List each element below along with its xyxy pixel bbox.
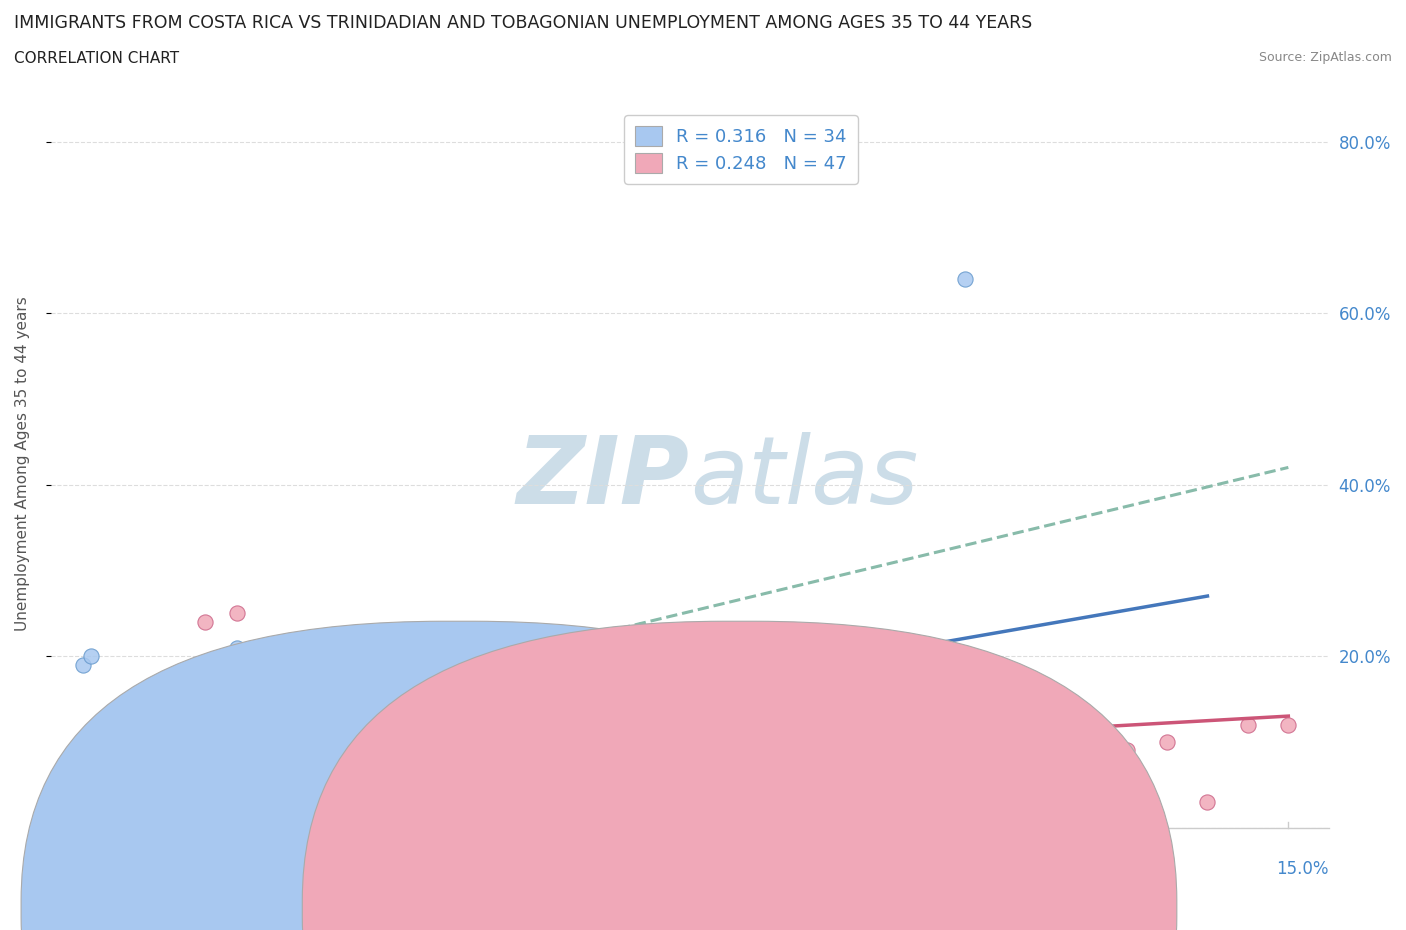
Point bbox=[121, 786, 143, 801]
Point bbox=[121, 777, 143, 792]
Point bbox=[225, 640, 247, 655]
Point bbox=[128, 751, 150, 766]
Point bbox=[307, 735, 329, 750]
Point bbox=[792, 735, 814, 750]
Text: CORRELATION CHART: CORRELATION CHART bbox=[14, 51, 179, 66]
Point bbox=[89, 786, 111, 801]
Point bbox=[80, 648, 103, 663]
Point bbox=[1197, 794, 1219, 809]
Point bbox=[104, 751, 127, 766]
Point bbox=[388, 794, 411, 809]
Point bbox=[1115, 743, 1137, 758]
Text: Source: ZipAtlas.com: Source: ZipAtlas.com bbox=[1258, 51, 1392, 64]
Point bbox=[509, 743, 531, 758]
Point bbox=[225, 605, 247, 620]
Point bbox=[347, 751, 370, 766]
Point bbox=[209, 751, 232, 766]
Point bbox=[1035, 735, 1057, 750]
Point bbox=[169, 751, 191, 766]
Point bbox=[153, 769, 176, 784]
Point bbox=[89, 803, 111, 817]
Point bbox=[751, 751, 773, 766]
Point bbox=[589, 631, 612, 646]
Point bbox=[186, 658, 208, 672]
Point bbox=[953, 272, 976, 286]
Point bbox=[177, 666, 200, 681]
Point bbox=[72, 658, 94, 672]
Point bbox=[160, 760, 183, 775]
Point bbox=[589, 751, 612, 766]
Text: 15.0%: 15.0% bbox=[1277, 860, 1329, 878]
Point bbox=[177, 743, 200, 758]
Text: atlas: atlas bbox=[690, 432, 918, 524]
Point bbox=[1156, 735, 1178, 750]
Point bbox=[912, 751, 935, 766]
Point bbox=[72, 769, 94, 784]
Point bbox=[136, 769, 159, 784]
Point bbox=[186, 751, 208, 766]
Text: Trinidadians and Tobagonians: Trinidadians and Tobagonians bbox=[762, 900, 987, 915]
Point bbox=[96, 777, 118, 792]
Point bbox=[160, 760, 183, 775]
Point bbox=[953, 743, 976, 758]
Point bbox=[266, 735, 288, 750]
Point bbox=[468, 700, 491, 715]
Legend: R = 0.316   N = 34, R = 0.248   N = 47: R = 0.316 N = 34, R = 0.248 N = 47 bbox=[624, 115, 858, 184]
Text: Immigrants from Costa Rica: Immigrants from Costa Rica bbox=[481, 900, 695, 915]
Point bbox=[112, 769, 135, 784]
Point bbox=[201, 760, 224, 775]
Point bbox=[873, 735, 896, 750]
Point bbox=[63, 786, 86, 801]
Point bbox=[1277, 717, 1299, 732]
Text: 0.0%: 0.0% bbox=[51, 860, 93, 878]
Point bbox=[112, 769, 135, 784]
Point bbox=[266, 658, 288, 672]
Point bbox=[104, 760, 127, 775]
Point bbox=[193, 786, 215, 801]
Point bbox=[80, 786, 103, 801]
Point bbox=[1074, 725, 1097, 740]
Point bbox=[550, 777, 572, 792]
Point bbox=[128, 760, 150, 775]
Text: IMMIGRANTS FROM COSTA RICA VS TRINIDADIAN AND TOBAGONIAN UNEMPLOYMENT AMONG AGES: IMMIGRANTS FROM COSTA RICA VS TRINIDADIA… bbox=[14, 14, 1032, 32]
Point bbox=[153, 769, 176, 784]
Point bbox=[193, 615, 215, 630]
Point bbox=[89, 760, 111, 775]
Point bbox=[80, 769, 103, 784]
Point bbox=[96, 777, 118, 792]
Point bbox=[218, 648, 240, 663]
Point bbox=[832, 743, 855, 758]
Point bbox=[671, 743, 693, 758]
Point bbox=[630, 769, 652, 784]
Point bbox=[209, 777, 232, 792]
Point bbox=[307, 769, 329, 784]
Point bbox=[388, 751, 411, 766]
Point bbox=[136, 743, 159, 758]
Point bbox=[427, 735, 450, 750]
Point bbox=[994, 786, 1017, 801]
Point bbox=[509, 631, 531, 646]
Point bbox=[347, 786, 370, 801]
Text: ZIP: ZIP bbox=[517, 432, 690, 524]
Point bbox=[169, 751, 191, 766]
Point bbox=[1237, 717, 1260, 732]
Point bbox=[711, 760, 734, 775]
Point bbox=[145, 777, 167, 792]
Point bbox=[201, 760, 224, 775]
Point bbox=[630, 623, 652, 638]
Point bbox=[550, 735, 572, 750]
Point bbox=[63, 777, 86, 792]
Point bbox=[145, 760, 167, 775]
Point bbox=[468, 777, 491, 792]
Y-axis label: Unemployment Among Ages 35 to 44 years: Unemployment Among Ages 35 to 44 years bbox=[15, 296, 30, 631]
Point bbox=[218, 743, 240, 758]
Point bbox=[72, 777, 94, 792]
